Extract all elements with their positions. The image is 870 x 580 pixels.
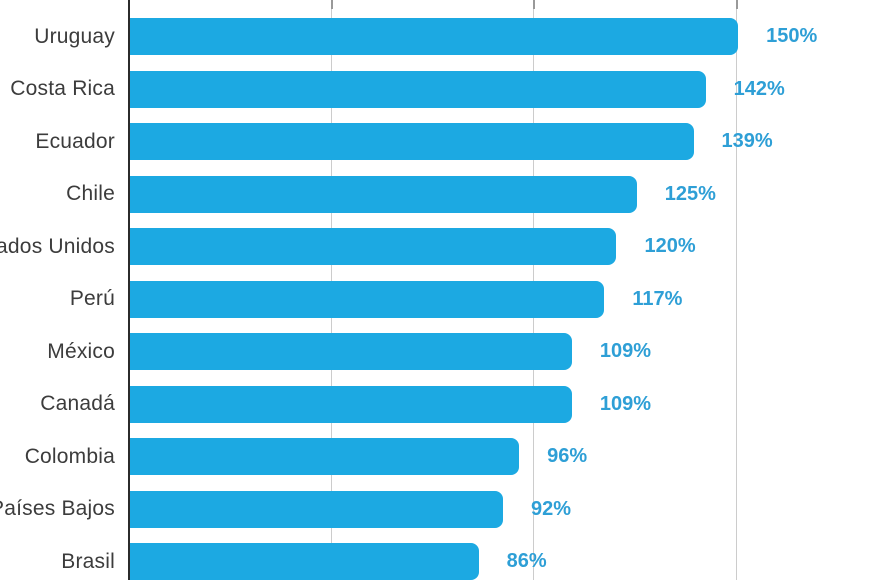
category-label: Países Bajos xyxy=(0,497,115,520)
bar-row: Uruguay 150% xyxy=(0,18,870,55)
bar-row: Ecuador 139% xyxy=(0,123,870,160)
category-label: México xyxy=(47,339,115,363)
axis-tick xyxy=(533,0,536,9)
bar xyxy=(130,438,520,475)
y-axis-line xyxy=(128,0,130,580)
value-label: 117% xyxy=(632,287,683,310)
bar xyxy=(130,280,605,318)
bar-row: Colombia 96% xyxy=(0,438,870,475)
bar xyxy=(130,123,694,160)
bar xyxy=(130,385,572,423)
value-label: 125% xyxy=(664,182,716,205)
value-label: 120% xyxy=(644,235,696,257)
bar xyxy=(130,543,479,580)
bar xyxy=(130,18,739,55)
bar xyxy=(130,175,637,213)
bar-row: México 109% xyxy=(0,333,870,370)
bar-row: Países Bajos 92% xyxy=(0,490,870,528)
bar xyxy=(130,490,503,528)
value-label: 139% xyxy=(721,130,773,152)
value-label: 96% xyxy=(547,445,588,467)
value-label: 92% xyxy=(530,497,571,520)
category-label: Colombia xyxy=(24,444,115,468)
category-label: Ecuador xyxy=(35,129,115,153)
category-label: Brasil xyxy=(61,549,115,573)
value-label: 109% xyxy=(599,392,652,415)
category-label: Uruguay xyxy=(34,24,115,48)
value-label: 109% xyxy=(599,340,652,362)
bar-row: Canadá 109% xyxy=(0,385,870,423)
bar xyxy=(130,333,572,370)
axis-tick xyxy=(330,0,333,9)
category-label: Chile xyxy=(66,182,115,205)
value-label: 86% xyxy=(506,550,547,572)
category-label: Perú xyxy=(69,287,115,310)
category-label: Canadá xyxy=(40,392,115,415)
bar xyxy=(130,228,617,265)
bar-row: Estados Unidos 120% xyxy=(0,228,870,265)
value-label: 142% xyxy=(733,77,785,100)
bar-row: Chile 125% xyxy=(0,175,870,213)
category-label: Estados Unidos xyxy=(0,234,115,258)
bar-row: Brasil 86% xyxy=(0,543,870,580)
value-label: 150% xyxy=(766,25,818,47)
axis-tick xyxy=(736,0,739,9)
gridline-150 xyxy=(736,0,738,580)
bar-row: Costa Rica 142% xyxy=(0,70,870,108)
bar-row: Perú 117% xyxy=(0,280,870,318)
category-label: Costa Rica xyxy=(10,77,115,100)
bar xyxy=(130,70,706,108)
